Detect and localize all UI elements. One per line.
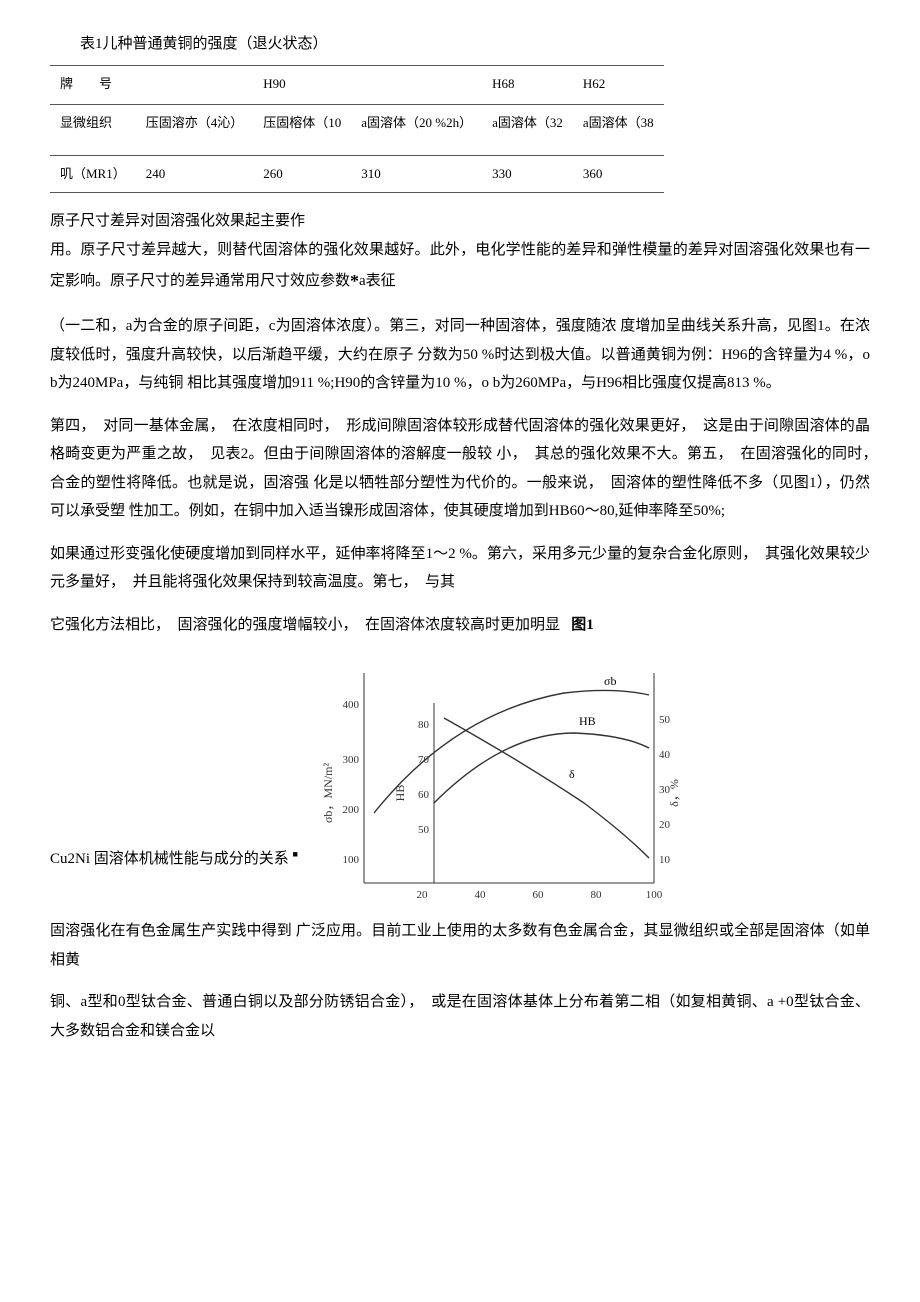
hb-80: 80 — [418, 719, 430, 731]
yright-label: δ，% — [667, 780, 681, 808]
curve-delta-label: δ — [569, 767, 575, 781]
th-2: H90 — [253, 65, 351, 104]
d-20: 20 — [659, 819, 671, 831]
row2-c2: a固溶体（20 %2h） — [351, 104, 482, 155]
curve-sigma-label: σb — [604, 674, 616, 688]
row3-c0: 240 — [136, 155, 254, 193]
chart-caption: Cu2Ni 固溶体机械性能与成分的关系 ■ — [50, 845, 298, 874]
hb-50: 50 — [418, 824, 430, 836]
x-20: 20 — [416, 889, 428, 901]
th-5: H62 — [573, 65, 664, 104]
th-4: H68 — [482, 65, 573, 104]
row2-label: 显微组织 — [50, 104, 136, 155]
x-40: 40 — [474, 889, 486, 901]
yleft-label: σb，MN/m² — [321, 763, 335, 823]
row3-c2: 310 — [351, 155, 482, 193]
x-80: 80 — [590, 889, 602, 901]
hb-60: 60 — [418, 789, 430, 801]
row3-c1: 260 — [253, 155, 351, 193]
para1: 用。原子尺寸差异越大，则替代固溶体的强化效果越好。此外，电化学性能的差异和弹性模… — [50, 236, 870, 299]
para2-text: （一二和，a为合金的原子间距，c为固溶体浓度）。第三，对同一种固溶体，强度随浓 … — [50, 318, 870, 391]
table-title: 表1儿种普通黄铜的强度（退火状态） — [50, 30, 870, 59]
d-50: 50 — [659, 714, 671, 726]
d-40: 40 — [659, 749, 671, 761]
para1-start: 原子尺寸差异对固溶强化效果起主要作 — [50, 207, 305, 236]
th-1 — [136, 65, 254, 104]
chart-caption-text: Cu2Ni 固溶体机械性能与成分的关系 — [50, 851, 289, 867]
th-grade: 牌 号 — [50, 65, 136, 104]
para5-text: 它强化方法相比， 固溶强化的强度增幅较小， 在固溶体浓度较高时更加明显 — [50, 617, 560, 633]
para1-sup: * — [350, 271, 359, 291]
row2-c1: 压固榕体（10 — [253, 104, 351, 155]
d-10: 10 — [659, 854, 671, 866]
curve-hb-label: HB — [579, 714, 596, 728]
row3-label: 叽（MR1） — [50, 155, 136, 193]
row3-c4: 360 — [573, 155, 664, 193]
curve-hb — [434, 733, 649, 803]
fig1-label: 图1 — [571, 617, 594, 633]
x-60: 60 — [532, 889, 544, 901]
row2-c0: 压固溶亦（4沁） — [136, 104, 254, 155]
th-3 — [351, 65, 482, 104]
para7: 铜、a型和0型钛合金、普通白铜以及部分防锈铝合金）， 或是在固溶体基体上分布着第… — [50, 988, 870, 1045]
ymid-label: HB — [393, 785, 407, 802]
para5: 它强化方法相比， 固溶强化的强度增幅较小， 在固溶体浓度较高时更加明显 图1 — [50, 611, 870, 640]
para6: 固溶强化在有色金属生产实践中得到 广泛应用。目前工业上使用的太多数有色金属合金，… — [50, 917, 870, 974]
curve-delta — [444, 718, 649, 858]
row2-c4: a固溶体（38 — [573, 104, 664, 155]
row3-c3: 330 — [482, 155, 573, 193]
row2-c3: a固溶体（32 — [482, 104, 573, 155]
para2: （一二和，a为合金的原子间距，c为固溶体浓度）。第三，对同一种固溶体，强度随浓 … — [50, 312, 870, 398]
cu2ni-chart: 100 200 300 400 50 60 70 80 10 20 30 40 … — [304, 653, 684, 913]
para3: 第四， 对同一基体金属， 在浓度相同时， 形成间隙固溶体较形成替代固溶体的强化效… — [50, 412, 870, 526]
curve-sigma — [374, 691, 649, 814]
ytick-100: 100 — [342, 854, 359, 866]
ytick-300: 300 — [342, 754, 359, 766]
para4: 如果通过形变强化使硬度增加到同样水平，延伸率将降至1〜2 %。第六，采用多元少量… — [50, 540, 870, 597]
ytick-200: 200 — [342, 804, 359, 816]
para1-rest: 用。原子尺寸差异越大，则替代固溶体的强化效果越好。此外，电化学性能的差异和弹性模… — [50, 242, 870, 290]
ytick-400: 400 — [342, 699, 359, 711]
para1-tail: a表征 — [359, 273, 396, 289]
brass-strength-table: 牌 号 H90 H68 H62 显微组织 压固溶亦（4沁） 压固榕体（10 a固… — [50, 65, 664, 194]
x-100: 100 — [646, 889, 663, 901]
